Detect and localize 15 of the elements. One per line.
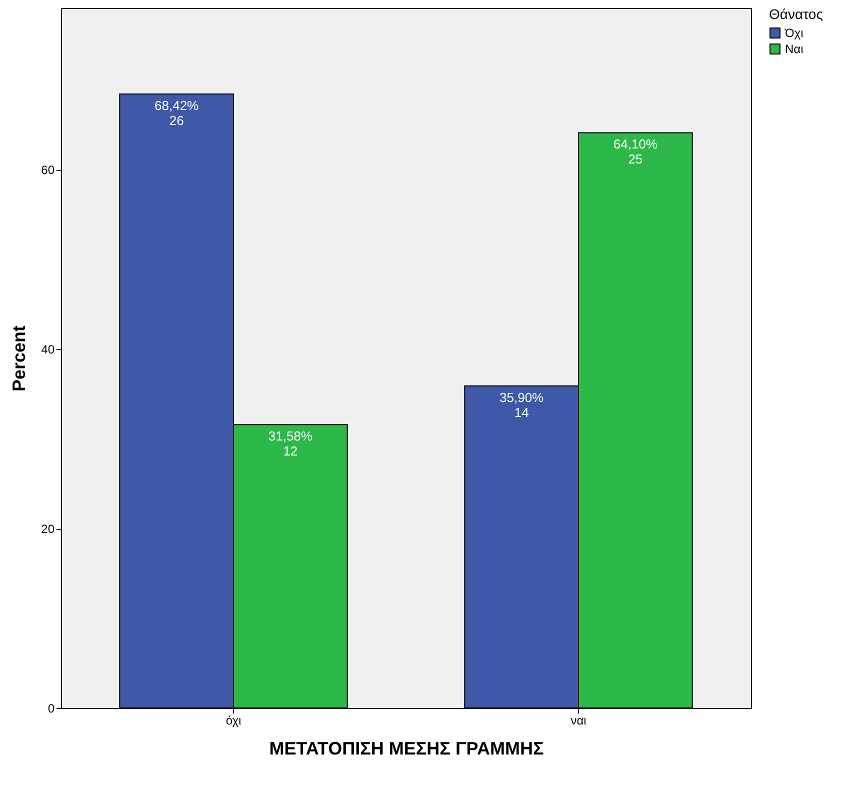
data-label: 35,90% 14 <box>500 390 544 420</box>
legend-label: Όχι <box>784 26 804 40</box>
y-tick-label: 0 <box>48 702 55 716</box>
y-axis-title: Percent <box>9 325 30 392</box>
legend-title: Θάνατος <box>769 6 824 22</box>
y-tick-label: 20 <box>41 522 55 536</box>
legend-label: Ναι <box>785 42 804 56</box>
y-tick-label: 40 <box>41 342 55 357</box>
x-tick-label: ναι <box>570 714 587 728</box>
y-tick-label: 60 <box>41 163 55 178</box>
x-tick-label: όχι <box>226 714 242 728</box>
data-label: 31,58% 12 <box>268 428 313 459</box>
x-axis-title: ΜΕΤΑΤΟΠΙΣΗ ΜΕΣΗΣ ΓΡΑΜΜΗΣ <box>269 738 544 758</box>
data-label: 68,42% 26 <box>154 98 200 128</box>
data-label: 64,10% 25 <box>613 136 658 167</box>
